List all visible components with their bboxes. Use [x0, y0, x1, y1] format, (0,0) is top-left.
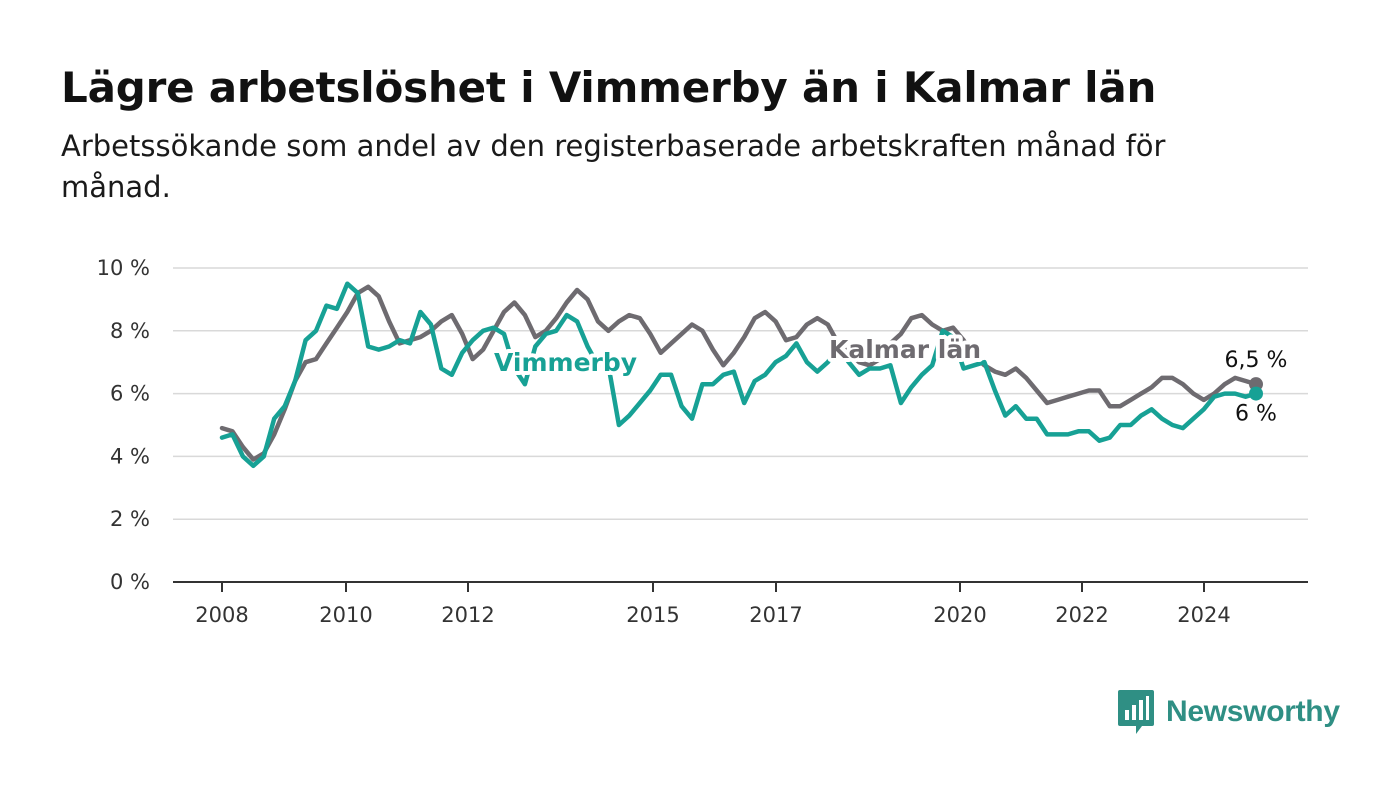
series-line-vimmerby [219, 281, 1259, 469]
end-point-vimmerby [1249, 386, 1263, 401]
x-tick-label: 2010 [319, 603, 372, 627]
chart-subtitle: Arbetssökande som andel av den registerb… [61, 129, 1166, 204]
y-tick-label: 4 % [110, 444, 150, 468]
brand-name: Newsworthy [1166, 695, 1340, 728]
y-tick-label: 6 % [110, 382, 150, 406]
x-tick-label: 2017 [749, 603, 802, 627]
chart-title: Lägre arbetslöshet i Vimmerby än i Kalma… [61, 63, 1157, 112]
y-tick-label: 8 % [110, 319, 150, 343]
y-tick-label: 0 % [110, 570, 150, 594]
x-tick-label: 2024 [1177, 603, 1230, 627]
x-tick-label: 2020 [933, 603, 986, 627]
x-tick-label: 2012 [441, 603, 494, 627]
bar-chart-speech-bubble-icon [1118, 690, 1154, 734]
y-tick-label: 10 % [97, 256, 150, 280]
series-label-kalmar: Kalmar län [829, 335, 981, 364]
x-tick-label: 2008 [195, 603, 248, 627]
series-line-kalmar [219, 284, 1259, 462]
x-tick-label: 2022 [1055, 603, 1108, 627]
end-label-kalmar: 6,5 % [1225, 348, 1288, 373]
x-tick-label: 2015 [626, 603, 679, 627]
newsworthy-brand[interactable]: Newsworthy [1118, 690, 1340, 734]
end-label-vimmerby: 6 % [1235, 402, 1277, 427]
series-label-vimmerby: Vimmerby [494, 348, 637, 377]
y-tick-label: 2 % [110, 507, 150, 531]
